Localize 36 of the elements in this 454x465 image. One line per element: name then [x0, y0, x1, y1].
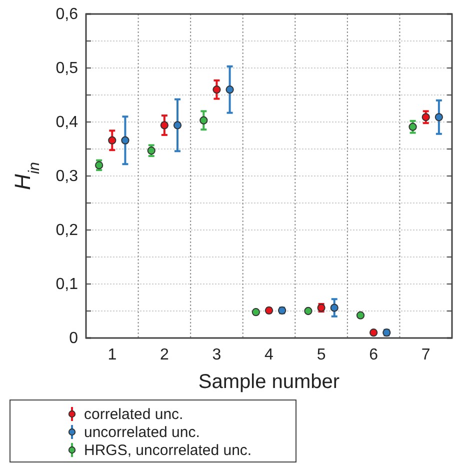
x-tick-label: 1	[108, 346, 117, 364]
point	[147, 146, 156, 155]
point	[108, 136, 116, 144]
y-tick-label: 0,2	[56, 222, 78, 240]
point	[330, 304, 338, 312]
y-tick-label: 0,1	[56, 276, 78, 294]
x-tick-label: 5	[316, 346, 326, 364]
point	[173, 121, 182, 130]
legend-label: uncorrelated unc.	[84, 424, 200, 441]
point	[121, 136, 130, 144]
x-tick-label: 6	[369, 346, 378, 364]
legend-label: correlated unc.	[84, 406, 184, 423]
y-tick-label: 0,3	[56, 168, 78, 186]
point	[200, 116, 208, 124]
point	[370, 328, 378, 337]
point	[408, 122, 417, 131]
point	[226, 86, 234, 94]
point	[434, 113, 443, 122]
x-axis-title: Sample number	[198, 371, 340, 393]
y-tick-label: 0	[69, 330, 78, 348]
point	[95, 161, 104, 170]
point	[422, 113, 430, 122]
x-tick-label: 3	[212, 346, 222, 364]
point	[212, 86, 221, 94]
legend-label: HRGS, uncorrelated unc.	[84, 442, 252, 459]
point	[160, 121, 168, 130]
point	[252, 308, 260, 316]
x-tick-label: 4	[264, 346, 274, 364]
point	[304, 306, 312, 316]
y-tick-label: 0,4	[56, 114, 78, 132]
y-tick-label: 0,5	[56, 60, 78, 78]
x-tick-label: 2	[160, 346, 169, 364]
point	[264, 306, 274, 315]
x-tick-label: 7	[421, 346, 430, 364]
y-tick-label: 0,6	[56, 6, 78, 24]
point	[356, 311, 365, 320]
